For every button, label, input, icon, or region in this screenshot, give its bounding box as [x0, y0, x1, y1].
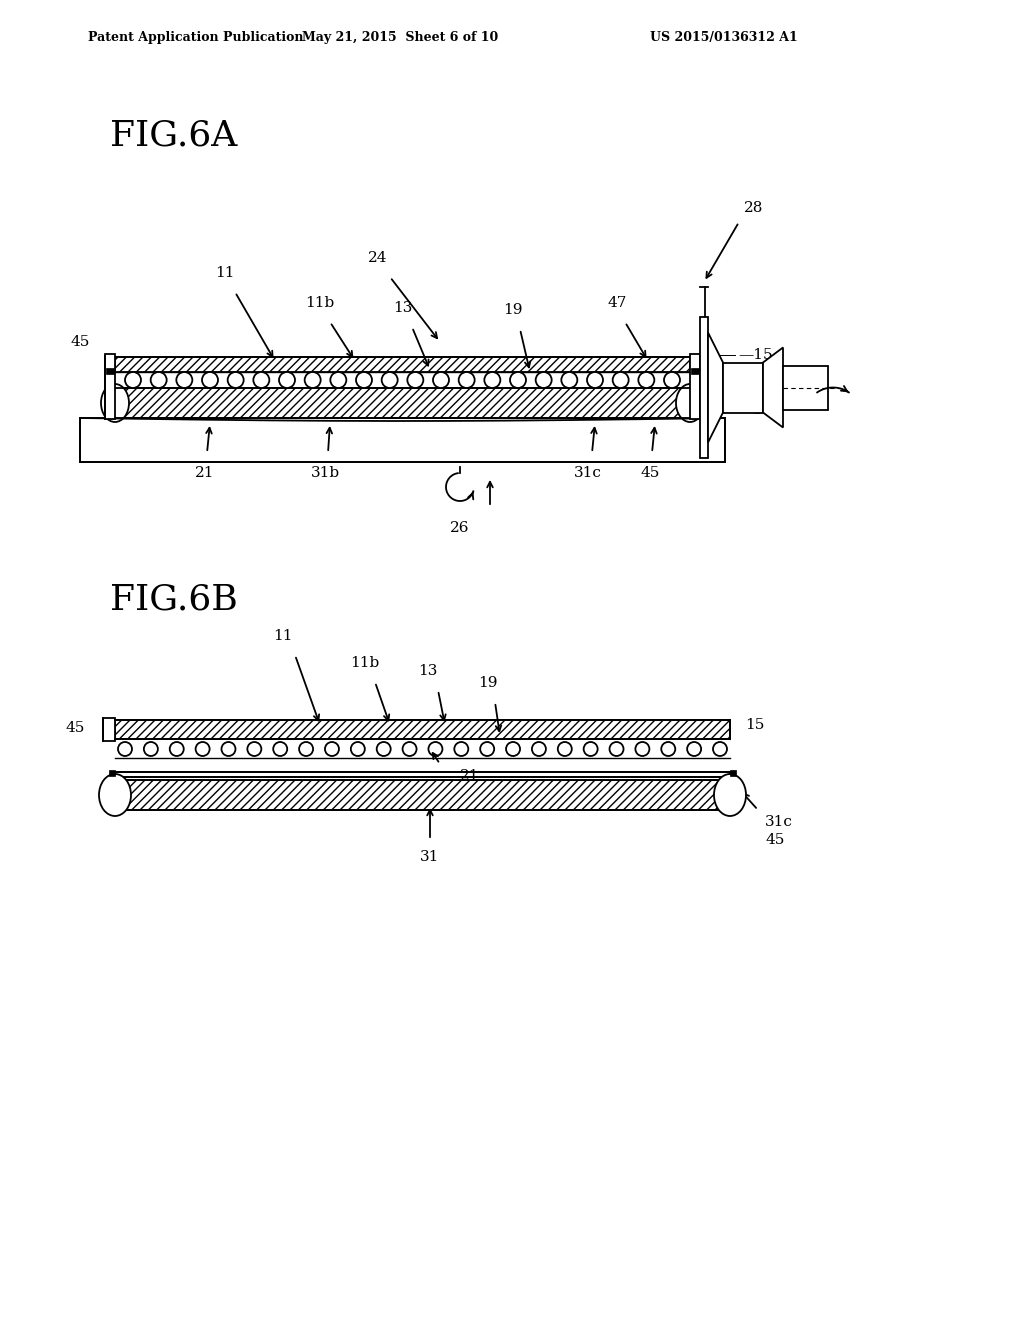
Text: 47: 47 [607, 296, 627, 310]
Bar [115, 356, 690, 372]
Text: 15: 15 [745, 718, 764, 733]
Text: 45: 45 [765, 833, 784, 847]
Bar [783, 366, 828, 409]
Circle shape [176, 372, 193, 388]
Text: 11b: 11b [305, 296, 335, 310]
Circle shape [506, 742, 520, 756]
Circle shape [273, 742, 287, 756]
Bar [115, 772, 730, 777]
Circle shape [480, 742, 495, 756]
Circle shape [402, 742, 417, 756]
Bar [700, 317, 708, 458]
Text: US 2015/0136312 A1: US 2015/0136312 A1 [650, 32, 798, 45]
Circle shape [561, 372, 578, 388]
Circle shape [151, 372, 167, 388]
Bar [106, 368, 114, 374]
Circle shape [510, 372, 526, 388]
Circle shape [143, 742, 158, 756]
Circle shape [459, 372, 475, 388]
Text: 21: 21 [460, 770, 479, 783]
Circle shape [612, 372, 629, 388]
Circle shape [635, 742, 649, 756]
Text: 19: 19 [478, 676, 498, 690]
Circle shape [531, 742, 546, 756]
Circle shape [279, 372, 295, 388]
Bar [115, 780, 730, 810]
Circle shape [558, 742, 571, 756]
Text: 11: 11 [273, 630, 293, 643]
Text: —31: —31 [738, 403, 773, 417]
Bar [115, 719, 730, 739]
Circle shape [664, 372, 680, 388]
Bar [730, 770, 736, 776]
Circle shape [484, 372, 501, 388]
Text: 11: 11 [215, 267, 234, 280]
Circle shape [125, 372, 141, 388]
Bar [115, 388, 690, 418]
Circle shape [638, 372, 654, 388]
Circle shape [299, 742, 313, 756]
Text: FIG.6B: FIG.6B [110, 583, 238, 616]
Text: 21: 21 [196, 466, 215, 480]
Circle shape [713, 742, 727, 756]
Circle shape [662, 742, 675, 756]
Ellipse shape [714, 774, 746, 816]
Circle shape [687, 742, 701, 756]
Circle shape [202, 372, 218, 388]
Circle shape [587, 372, 603, 388]
Text: 19: 19 [503, 304, 522, 317]
Text: Patent Application Publication: Patent Application Publication [88, 32, 303, 45]
Circle shape [536, 372, 552, 388]
Text: 28: 28 [744, 201, 764, 215]
Circle shape [118, 742, 132, 756]
Circle shape [377, 742, 391, 756]
Polygon shape [763, 347, 783, 428]
Circle shape [609, 742, 624, 756]
Circle shape [428, 742, 442, 756]
Text: —15: —15 [738, 348, 773, 362]
Text: 45: 45 [640, 466, 659, 480]
Polygon shape [708, 333, 723, 442]
Text: 31b: 31b [310, 466, 340, 480]
Circle shape [305, 372, 321, 388]
Circle shape [455, 742, 468, 756]
Circle shape [196, 742, 210, 756]
Text: FIG.6A: FIG.6A [110, 117, 238, 152]
Ellipse shape [101, 384, 129, 422]
Text: 13: 13 [419, 664, 437, 678]
FancyBboxPatch shape [80, 418, 725, 462]
Bar [105, 354, 115, 418]
Text: 31: 31 [420, 850, 439, 865]
Bar [691, 368, 699, 374]
Circle shape [584, 742, 598, 756]
Bar [109, 770, 115, 776]
Circle shape [382, 372, 397, 388]
Circle shape [325, 742, 339, 756]
Text: 31c: 31c [574, 466, 602, 480]
Circle shape [227, 372, 244, 388]
Bar [723, 363, 763, 412]
Bar [103, 718, 115, 741]
Ellipse shape [676, 384, 705, 422]
Text: 24: 24 [369, 251, 388, 265]
Ellipse shape [99, 774, 131, 816]
Circle shape [433, 372, 449, 388]
Text: 11b: 11b [350, 656, 380, 671]
Circle shape [170, 742, 183, 756]
Text: 45: 45 [66, 721, 85, 735]
Circle shape [221, 742, 236, 756]
Text: 45: 45 [71, 335, 90, 348]
Circle shape [408, 372, 423, 388]
Circle shape [331, 372, 346, 388]
Circle shape [356, 372, 372, 388]
Text: 26: 26 [451, 521, 470, 535]
Text: 13: 13 [393, 301, 413, 315]
Circle shape [253, 372, 269, 388]
Bar [690, 354, 700, 418]
Text: May 21, 2015  Sheet 6 of 10: May 21, 2015 Sheet 6 of 10 [302, 32, 498, 45]
Circle shape [351, 742, 365, 756]
Circle shape [248, 742, 261, 756]
Text: 31c: 31c [765, 814, 793, 829]
